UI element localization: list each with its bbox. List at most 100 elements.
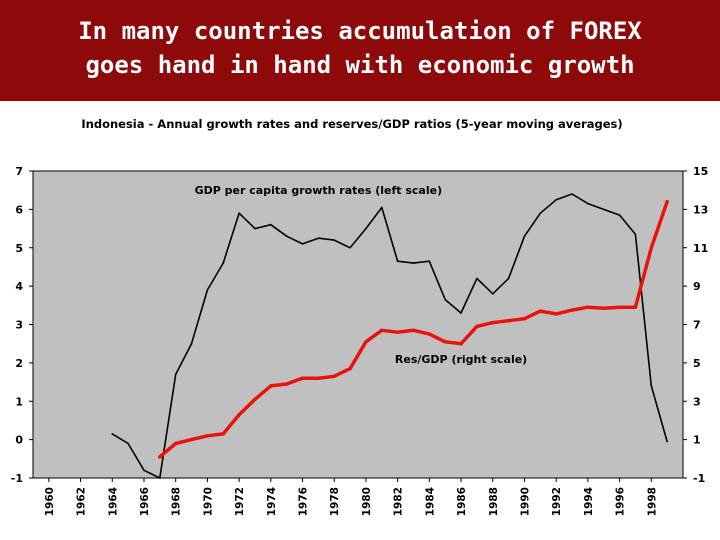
left-axis-tick-label: -1 (11, 472, 23, 485)
gdp-growth-data-point (396, 260, 399, 262)
res-gdp-data-point (380, 328, 384, 333)
slide-title-line-1: In many countries accumulation of FOREX (78, 17, 642, 45)
right-axis-tick-label: -1 (693, 472, 705, 485)
res-gdp-data-point (538, 309, 543, 313)
gdp-growth-data-point (666, 440, 668, 443)
res-gdp-data-point (253, 397, 257, 402)
gdp-growth-data-point (523, 235, 526, 238)
gdp-growth-data-point (174, 373, 177, 376)
gdp-growth-data-point (190, 342, 193, 345)
gdp-growth-data-point (460, 312, 462, 314)
left-axis-tick-label: 4 (15, 280, 23, 293)
gdp-growth-data-point (412, 262, 415, 264)
x-axis-tick-label: 1984 (424, 487, 436, 516)
res-gdp-data-point (475, 324, 479, 329)
res-gdp-data-point (332, 374, 336, 379)
res-gdp-series-label: Res/GDP (right scale) (395, 353, 527, 366)
x-axis-tick-label: 1990 (519, 487, 531, 516)
x-axis-tick-label: 1994 (583, 487, 595, 516)
x-axis-tick-label: 1986 (456, 487, 468, 516)
gdp-growth-data-point (317, 237, 320, 239)
res-gdp-data-point (601, 306, 606, 310)
res-gdp-data-point (633, 305, 638, 309)
res-gdp-data-point (522, 316, 527, 321)
gdp-growth-data-point (206, 289, 209, 291)
slide-title: In many countries accumulation of FOREX … (0, 14, 720, 82)
x-axis-tick-label: 1982 (393, 487, 405, 516)
x-axis-tick-label: 1974 (266, 487, 278, 516)
right-axis-tick-label: 9 (693, 280, 701, 293)
gdp-growth-data-point (365, 227, 367, 230)
gdp-growth-data-point (159, 477, 161, 479)
slide-title-line-2: goes hand in hand with economic growth (85, 51, 635, 79)
right-axis-tick-label: 1 (693, 434, 701, 447)
gdp-growth-data-point (380, 206, 383, 209)
left-axis-tick-label: 0 (15, 434, 23, 447)
gdp-growth-series-line (111, 193, 668, 479)
res-gdp-data-point (269, 384, 273, 388)
x-axis-tick-label: 1988 (488, 487, 500, 516)
res-gdp-data-point (189, 437, 194, 442)
x-axis-tick-label: 1962 (76, 487, 88, 516)
x-axis-tick-label: 1970 (202, 487, 214, 516)
left-axis-tick-label: 6 (15, 203, 23, 216)
res-gdp-data-point (348, 366, 352, 371)
right-axis-tick-label: 5 (693, 357, 701, 370)
x-axis-tick-label: 1960 (44, 487, 56, 516)
gdp-growth-data-point (428, 260, 431, 262)
x-axis-tick-label: 1978 (329, 487, 341, 516)
left-axis-tick-label: 2 (15, 357, 23, 370)
res-gdp-data-point (617, 305, 622, 309)
left-axis-tick-label: 7 (15, 165, 23, 178)
plot-area (32, 170, 684, 479)
res-gdp-data-point (221, 432, 225, 436)
res-gdp-data-point (316, 376, 321, 380)
gdp-growth-data-point (571, 193, 573, 195)
res-gdp-data-point (586, 305, 590, 309)
res-gdp-data-point (570, 308, 574, 312)
res-gdp-data-point (237, 412, 241, 417)
right-axis-tick-label: 7 (693, 319, 701, 332)
gdp-growth-data-point (587, 202, 589, 205)
gdp-growth-data-point (618, 214, 621, 216)
x-axis-tick-label: 1976 (298, 487, 310, 516)
x-axis-tick-label: 1998 (646, 487, 658, 516)
res-gdp-data-point (300, 376, 305, 380)
right-axis-tick-label: 11 (693, 242, 708, 255)
gdp-growth-series-label: GDP per capita growth rates (left scale) (195, 184, 443, 197)
gdp-growth-data-point (650, 385, 653, 387)
gdp-growth-data-point (111, 433, 114, 435)
left-axis-tick-label: 5 (15, 242, 23, 255)
res-gdp-data-point (411, 328, 416, 333)
gdp-growth-data-point (349, 246, 351, 249)
x-axis-tick-label: 1980 (361, 487, 373, 516)
res-gdp-data-point (506, 318, 511, 323)
gdp-growth-data-point (634, 233, 637, 236)
res-gdp-data-point (554, 312, 558, 316)
right-axis-tick-label: 15 (693, 165, 708, 178)
x-axis-tick-label: 1972 (234, 487, 246, 516)
gdp-growth-data-point (476, 277, 478, 280)
gdp-growth-data-point (491, 293, 494, 295)
gdp-growth-data-point (301, 243, 304, 245)
res-gdp-data-point (173, 441, 178, 446)
gdp-growth-data-point (555, 198, 557, 201)
gdp-growth-data-point (602, 208, 605, 211)
gdp-growth-data-point (539, 212, 542, 215)
res-gdp-data-point (427, 332, 432, 336)
left-axis-tick-label: 3 (15, 319, 23, 332)
gdp-growth-data-point (285, 235, 288, 238)
gdp-growth-data-point (143, 469, 145, 472)
res-gdp-data-point (205, 434, 210, 438)
res-gdp-data-point (364, 340, 368, 344)
chart-title: Indonesia - Annual growth rates and rese… (81, 117, 622, 131)
res-gdp-data-point (649, 246, 654, 250)
res-gdp-data-point (395, 330, 400, 334)
gdp-growth-data-point (507, 277, 510, 280)
res-gdp-data-point (665, 199, 669, 204)
gdp-growth-data-point (254, 227, 256, 230)
x-axis-tick-label: 1966 (139, 487, 151, 516)
gdp-growth-data-point (222, 262, 225, 264)
left-axis-tick-label: 1 (15, 395, 23, 408)
x-axis-tick-label: 1968 (171, 487, 183, 516)
